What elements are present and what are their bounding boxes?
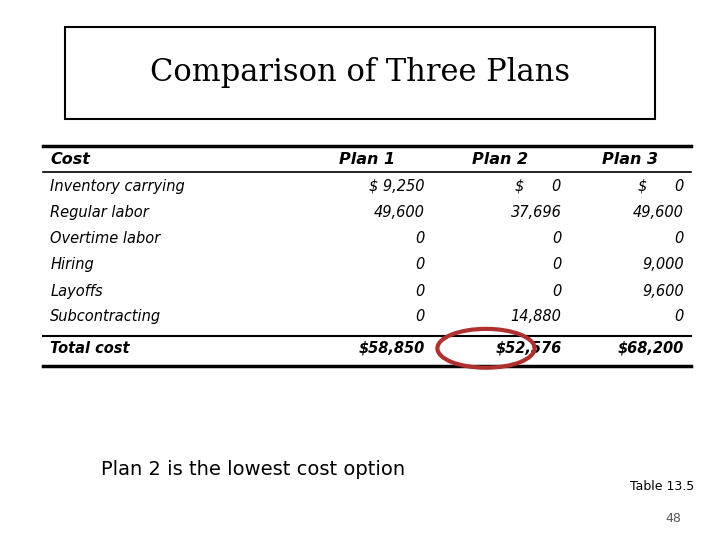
Text: Regular labor: Regular labor	[50, 205, 149, 220]
Text: 0: 0	[415, 257, 425, 272]
Text: 48: 48	[665, 512, 681, 525]
Text: 0: 0	[415, 284, 425, 299]
Text: $      0: $ 0	[638, 179, 684, 194]
Text: 0: 0	[415, 231, 425, 246]
Text: Total cost: Total cost	[50, 341, 130, 356]
Text: 0: 0	[552, 257, 562, 272]
Text: Comparison of Three Plans: Comparison of Three Plans	[150, 57, 570, 89]
Text: Layoffs: Layoffs	[50, 284, 103, 299]
Text: Plan 1: Plan 1	[339, 152, 395, 167]
Text: 49,600: 49,600	[633, 205, 684, 220]
Text: Plan 3: Plan 3	[602, 152, 658, 167]
Text: $58,850: $58,850	[359, 341, 425, 356]
Text: 0: 0	[415, 309, 425, 325]
FancyBboxPatch shape	[65, 27, 655, 119]
Text: Cost: Cost	[50, 152, 90, 167]
Text: $68,200: $68,200	[618, 341, 684, 356]
Text: 37,696: 37,696	[510, 205, 562, 220]
Text: 0: 0	[552, 284, 562, 299]
Text: 0: 0	[552, 231, 562, 246]
Text: $52,576: $52,576	[495, 341, 562, 356]
Text: 9,000: 9,000	[642, 257, 684, 272]
Text: Subcontracting: Subcontracting	[50, 309, 161, 325]
Text: Inventory carrying: Inventory carrying	[50, 179, 185, 194]
Text: 14,880: 14,880	[510, 309, 562, 325]
Text: Overtime labor: Overtime labor	[50, 231, 161, 246]
Text: $      0: $ 0	[516, 179, 562, 194]
Text: 49,600: 49,600	[374, 205, 425, 220]
Text: Plan 2: Plan 2	[472, 152, 528, 167]
Text: Table 13.5: Table 13.5	[630, 480, 694, 492]
Text: Plan 2 is the lowest cost option: Plan 2 is the lowest cost option	[101, 460, 405, 480]
Text: Hiring: Hiring	[50, 257, 94, 272]
Text: 0: 0	[675, 309, 684, 325]
Text: $ 9,250: $ 9,250	[369, 179, 425, 194]
Text: 0: 0	[675, 231, 684, 246]
Text: 9,600: 9,600	[642, 284, 684, 299]
